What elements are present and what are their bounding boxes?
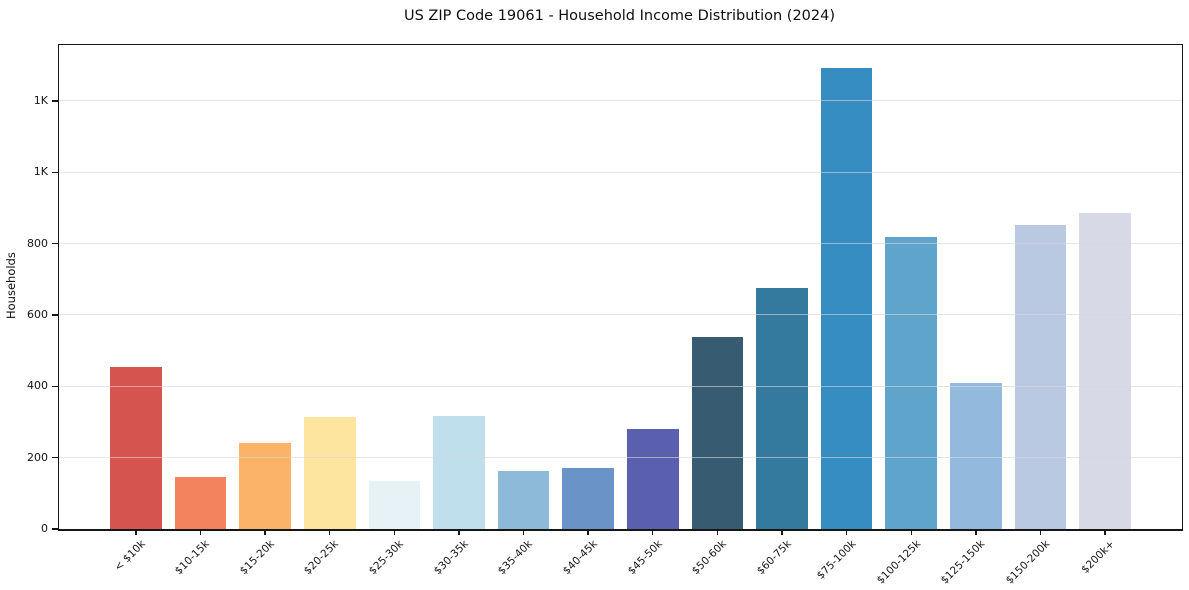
gridline <box>59 243 1182 245</box>
bar <box>626 429 679 529</box>
y-tick-mark <box>52 242 58 245</box>
x-tick-label: $40-45k <box>560 538 600 578</box>
bar <box>303 417 356 529</box>
x-tick-label: $25-30k <box>366 538 406 578</box>
y-tick-label: 800 <box>27 236 48 250</box>
y-tick-mark <box>52 100 58 102</box>
x-tick-mark <box>458 529 460 535</box>
y-tick-mark <box>52 314 58 316</box>
x-tick-mark <box>910 529 912 535</box>
x-tick-mark <box>264 529 266 535</box>
x-tick-label: $60-75k <box>754 538 794 578</box>
x-tick-mark <box>845 529 848 535</box>
x-tick-label: $125-150k <box>938 538 988 587</box>
bar <box>174 477 227 529</box>
gridline <box>59 100 1182 102</box>
plot-area: < $10k $10-15k $15-20k $20-25k $25-30k $30-35… <box>27 44 1183 587</box>
bar <box>562 467 615 529</box>
bar <box>885 237 938 529</box>
bar <box>239 443 291 529</box>
y-tick-label: 1K <box>33 93 48 107</box>
x-tick-mark <box>652 529 654 535</box>
x-tick-mark <box>329 529 331 535</box>
y-tick-label: 400 <box>27 379 48 393</box>
y-tick-label: 0 <box>41 522 48 535</box>
x-tick-label: $20-25k <box>302 538 342 578</box>
chart-title: US ZIP Code 19061 - Household Income Dis… <box>403 8 836 24</box>
gridline <box>59 457 1182 459</box>
x-tick-label: $35-40k <box>495 538 536 578</box>
x-tick-label: $15-20k <box>237 538 277 578</box>
gridline <box>59 385 1182 387</box>
x-tick-mark <box>1039 529 1042 535</box>
bar <box>110 366 162 529</box>
x-tick-label: $100-125k <box>874 538 923 587</box>
bar <box>433 415 485 529</box>
y-tick-mark <box>52 171 58 174</box>
x-tick-mark <box>135 529 137 535</box>
x-tick-mark <box>781 529 783 535</box>
gridline <box>59 314 1182 316</box>
bar <box>1079 212 1131 529</box>
y-tick-label: 1K <box>33 165 48 179</box>
x-tick-label: $30-35k <box>431 538 471 578</box>
x-tick-mark <box>587 529 589 535</box>
x-tick-label: $50-60k <box>689 538 729 578</box>
x-tick-mark <box>975 529 977 535</box>
bar <box>1014 224 1067 529</box>
bar <box>691 337 744 529</box>
x-tick-label: $200k+ <box>1078 538 1117 576</box>
x-tick-label: $75-100k <box>814 538 859 582</box>
x-tick-label: $150-200k <box>1003 538 1052 587</box>
y-tick-label: 200 <box>27 450 48 464</box>
x-tick-label: $10-15k <box>172 538 213 578</box>
x-tick-mark <box>716 529 719 535</box>
bar <box>950 383 1002 529</box>
x-tick-label: < $10k <box>111 538 148 574</box>
y-tick-mark <box>52 528 58 530</box>
bar <box>497 471 550 529</box>
y-tick-label: 600 <box>27 307 48 321</box>
x-tick-mark <box>522 529 525 535</box>
x-tick-mark <box>199 529 202 535</box>
x-tick-label: $45-50k <box>625 538 665 578</box>
bar <box>820 68 873 529</box>
x-tick-mark <box>1104 529 1106 535</box>
y-tick-mark <box>52 385 58 388</box>
x-tick-mark <box>393 529 396 535</box>
bar <box>368 480 421 529</box>
gridline <box>59 171 1182 173</box>
bar <box>756 287 808 529</box>
y-tick-mark <box>52 456 58 459</box>
